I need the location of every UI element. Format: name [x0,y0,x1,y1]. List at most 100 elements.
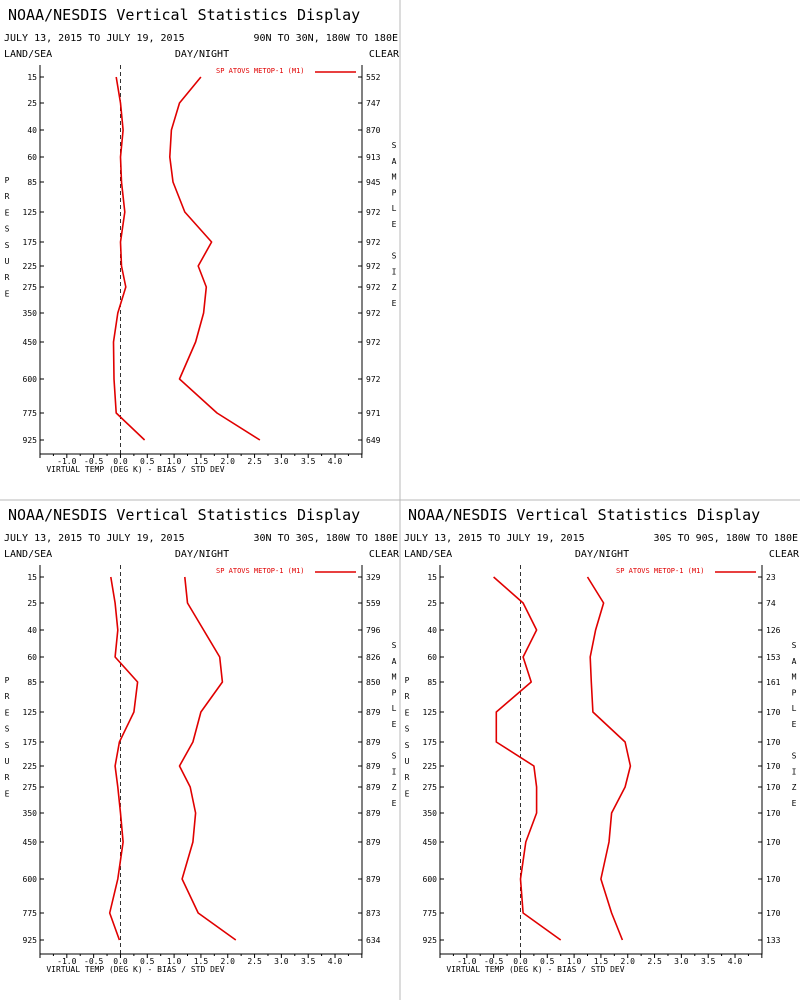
x-tick-label: 1.5 [194,457,209,466]
sample-size-label-letter: A [392,157,397,166]
y-axis-label-letter: S [5,741,10,750]
x-tick-label: -0.5 [84,957,103,966]
x-tick-label: -1.0 [57,957,76,966]
y-axis-label-letter: S [5,241,10,250]
y-axis-label-letter: R [405,692,410,701]
pressure-tick-label: 15 [27,73,37,82]
sample-size-label: 170 [766,875,781,884]
y-axis-label-letter: S [5,225,10,234]
y-axis-label-letter: E [5,289,10,298]
region-label: 30S TO 90S, 180W TO 180E [654,533,799,544]
pressure-tick-label: 85 [27,178,37,187]
pressure-tick-label: 350 [23,809,38,818]
x-tick-label: 2.5 [247,957,262,966]
x-tick-label: 2.0 [221,457,236,466]
x-tick-label: 0.0 [113,457,128,466]
sample-size-label: 913 [366,153,381,162]
land-sea-label: LAND/SEA [4,549,52,560]
clear-label: CLEAR [369,549,400,560]
sample-size-label: 161 [766,678,781,687]
sample-size-label: 879 [366,783,381,792]
pressure-tick-label: 450 [23,338,38,347]
y-axis-label-letter: R [5,273,10,282]
pressure-tick-label: 775 [23,409,38,418]
sample-size-label: 972 [366,208,381,217]
sample-size-label: 879 [366,838,381,847]
sample-size-label: 945 [366,178,381,187]
sample-size-label: 796 [366,626,381,635]
pressure-tick-label: 925 [23,936,38,945]
pressure-tick-label: 225 [23,762,38,771]
legend-label: SP ATOVS METOP-1 (M1) [616,567,705,575]
pressure-tick-label: 175 [423,738,438,747]
date-range: JULY 13, 2015 TO JULY 19, 2015 [4,33,185,44]
day-night-label: DAY/NIGHT [175,49,229,60]
sample-size-label: 170 [766,708,781,717]
y-axis-label-letter: U [405,757,410,766]
pressure-tick-label: 450 [423,838,438,847]
sample-size-label: 972 [366,238,381,247]
x-tick-label: 1.5 [594,957,609,966]
x-tick-label: -0.5 [84,457,103,466]
sample-size-label: 972 [366,338,381,347]
x-tick-label: 2.5 [647,957,662,966]
pressure-tick-label: 125 [423,708,438,717]
sample-size-label-letter: P [792,688,797,697]
pressure-tick-label: 60 [27,153,37,162]
sample-size-label: 879 [366,875,381,884]
y-axis-label-letter: U [5,257,10,266]
sample-size-label: 170 [766,783,781,792]
sample-size-label: 74 [766,599,776,608]
x-tick-label: 3.0 [674,957,689,966]
series-line-bias [112,76,146,441]
pressure-tick-label: 175 [23,738,38,747]
sample-size-label: 879 [366,762,381,771]
sample-size-label-letter: I [392,767,397,776]
sample-size-label-letter: E [392,799,397,808]
y-axis-label-letter: P [405,676,410,685]
pressure-tick-label: 925 [23,436,38,445]
pressure-tick-label: 25 [27,599,37,608]
sample-size-label-letter: Z [792,783,797,792]
y-axis-label-letter: P [5,176,10,185]
x-tick-label: 3.5 [301,957,316,966]
y-axis-label-letter: U [5,757,10,766]
sample-size-label: 879 [366,809,381,818]
sample-size-label: 972 [366,375,381,384]
series-line-bias [493,576,562,941]
sample-size-label: 23 [766,573,776,582]
x-tick-label: 4.0 [328,957,343,966]
x-tick-label: 0.0 [113,957,128,966]
y-axis-label-letter: R [5,192,10,201]
sample-size-label: 873 [366,909,381,918]
pressure-tick-label: 125 [23,208,38,217]
pressure-tick-label: 25 [427,599,437,608]
x-tick-label: 0.5 [140,457,155,466]
pressure-tick-label: 175 [23,238,38,247]
sample-size-label: 972 [366,309,381,318]
pressure-tick-label: 925 [423,936,438,945]
sample-size-label: 170 [766,738,781,747]
x-tick-label: 3.0 [274,457,289,466]
x-tick-label: 3.0 [274,957,289,966]
x-tick-label: 0.0 [513,957,528,966]
x-tick-label: 2.5 [247,457,262,466]
x-tick-label: 1.0 [167,957,182,966]
chart-title: NOAA/NESDIS Vertical Statistics Display [8,6,360,24]
sample-size-label-letter: Z [392,783,397,792]
x-tick-label: 2.0 [221,957,236,966]
x-tick-label: 1.5 [194,957,209,966]
pressure-tick-label: 225 [423,762,438,771]
pressure-tick-label: 275 [23,783,38,792]
pressure-tick-label: 775 [423,909,438,918]
pressure-tick-label: 25 [27,99,37,108]
pressure-tick-label: 85 [427,678,437,687]
pressure-tick-label: 275 [23,283,38,292]
sample-size-label: 879 [366,738,381,747]
chart-title: NOAA/NESDIS Vertical Statistics Display [408,506,760,524]
y-axis-label-letter: E [5,708,10,717]
sample-size-label: 634 [366,936,381,945]
sample-size-label-letter: S [792,641,797,650]
x-tick-label: -1.0 [457,957,476,966]
x-axis-label: VIRTUAL TEMP (DEG K) - BIAS / STD DEV [46,465,224,474]
